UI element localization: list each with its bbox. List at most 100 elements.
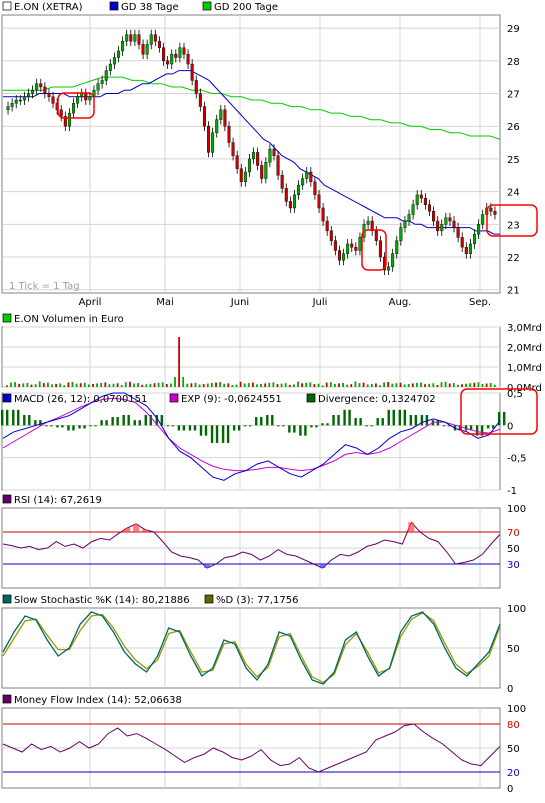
candle-body (468, 243, 472, 254)
candle-body (378, 240, 382, 258)
volume-bar (428, 383, 431, 387)
divergence-bar (105, 420, 108, 426)
legend-label: E.ON Volumen in Euro (14, 314, 124, 325)
annotation-box (460, 388, 538, 435)
divergence-bar (398, 409, 401, 426)
candle-body (366, 220, 370, 225)
volume-bar (370, 383, 373, 387)
candle-body (321, 207, 325, 222)
volume-bar (170, 383, 172, 387)
divergence-bar (67, 425, 70, 431)
candle-body (170, 54, 174, 65)
y-tick-label: 50 (507, 744, 520, 755)
volume-bar (157, 382, 160, 387)
volume-bar (325, 382, 328, 387)
volume-bar (112, 383, 115, 387)
y-tick-label: 2,0Mrd (507, 343, 542, 354)
legend-swatch (109, 1, 119, 11)
volume-bar (51, 384, 53, 387)
price-panel: E.ON (XETRA) GD 38 Tage GD 200 Tage 29 28 27… (1, 1, 538, 308)
volume-bar (321, 385, 324, 387)
volume-bar (198, 384, 201, 387)
month-label: Aug. (389, 297, 412, 308)
volume-bar (342, 382, 344, 387)
volume-bar (83, 382, 86, 387)
divergence-bar (89, 425, 92, 427)
divergence-bar (23, 414, 26, 426)
divergence-bar (226, 425, 230, 443)
candle-body (137, 34, 141, 45)
y-tick-label: 3,0Mrd (507, 323, 542, 334)
divergence-bar (304, 425, 307, 436)
volume-bar (477, 382, 480, 387)
divergence-bar (442, 425, 446, 427)
y-tick-label: 100 (507, 604, 526, 615)
legend-swatch (2, 494, 12, 504)
candle-body (207, 125, 211, 153)
divergence-bar (149, 414, 152, 426)
candle-body (440, 224, 444, 232)
volume-bar (448, 383, 451, 387)
divergence-bar (436, 420, 440, 426)
volume-bar (6, 385, 8, 387)
month-label: Sep. (469, 297, 491, 308)
volume-bar (362, 382, 365, 387)
candle-body (374, 230, 378, 241)
volume-bar (395, 383, 398, 387)
volume-bar (346, 384, 349, 387)
candle-body (47, 93, 51, 97)
divergence-bar (480, 425, 484, 436)
volume-bar (432, 383, 435, 387)
volume-panel: E.ON Volumen in Euro 3,0Mrd2,0Mrd1,0Mrd0… (1, 313, 542, 394)
legend-label: EXP (9): -0,0624551 (181, 394, 282, 405)
volume-bar (30, 384, 33, 387)
volume-bar (305, 382, 308, 387)
volume-bar (174, 377, 176, 387)
divergence-bar (177, 425, 181, 431)
candle-body (309, 171, 313, 183)
divergence-bar (193, 425, 197, 431)
legend-label: Divergence: 0,1324702 (318, 394, 436, 405)
y-tick-label: 30 (507, 560, 520, 571)
candle-body (108, 63, 112, 71)
volume-bar (18, 383, 21, 387)
volume-bar (416, 382, 418, 387)
y-tick-label: 25 (507, 155, 520, 166)
legend-swatch (169, 393, 179, 403)
candle-body (31, 90, 35, 94)
volume-bar (26, 382, 29, 387)
candle-body (27, 93, 31, 97)
y-tick-label: 23 (507, 220, 520, 231)
volume-bar (227, 383, 230, 387)
month-label: Juli (312, 297, 328, 308)
divergence-bar (215, 425, 219, 443)
divergence-bar (365, 425, 368, 427)
candle-body (419, 194, 423, 199)
volume-bar (391, 383, 394, 387)
y-tick-label: 0 (507, 684, 513, 695)
volume-bar (153, 383, 156, 387)
candle-body (423, 197, 427, 205)
volume-bar (42, 383, 45, 387)
y-tick-label: 20 (507, 768, 520, 779)
price-frame (1, 14, 501, 294)
divergence-bar (237, 425, 241, 431)
candle-body (427, 204, 431, 212)
candle-body (190, 63, 194, 81)
legend-swatch (306, 393, 316, 403)
candle-body (18, 99, 22, 102)
y-tick-label: 28 (507, 57, 520, 68)
candle-body (6, 106, 10, 111)
candle-body (194, 80, 198, 94)
volume-bar (436, 385, 439, 387)
candle-body (272, 148, 276, 156)
mfi-line (2, 723, 501, 773)
volume-bar (178, 337, 180, 387)
candle-body (112, 57, 116, 65)
y-tick-label: 80 (507, 720, 520, 731)
divergence-bar (414, 414, 418, 426)
candle-body (145, 44, 149, 55)
candle-body (493, 211, 497, 215)
divergence-bar (381, 418, 384, 426)
